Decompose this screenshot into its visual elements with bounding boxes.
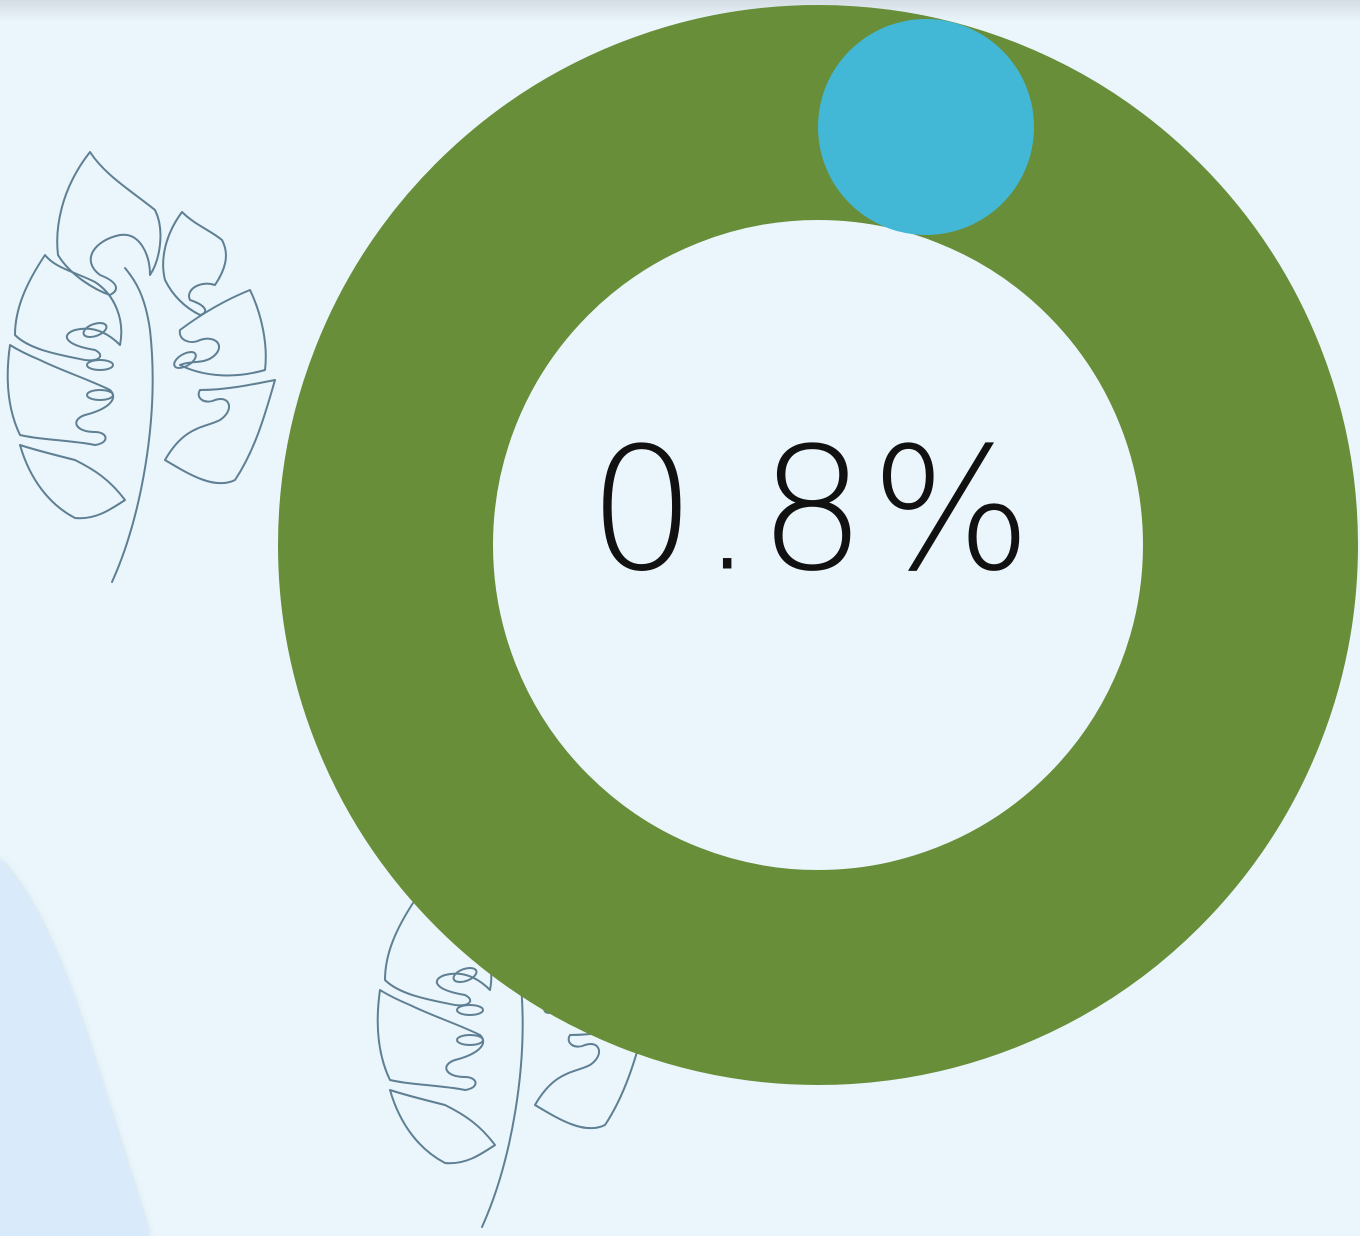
side-panel	[0, 860, 150, 1236]
progress-label: 0.8%	[588, 412, 1036, 610]
top-bar-shadow	[0, 0, 1360, 22]
progress-ring	[278, 5, 1358, 1085]
progress-knob	[818, 19, 1034, 235]
